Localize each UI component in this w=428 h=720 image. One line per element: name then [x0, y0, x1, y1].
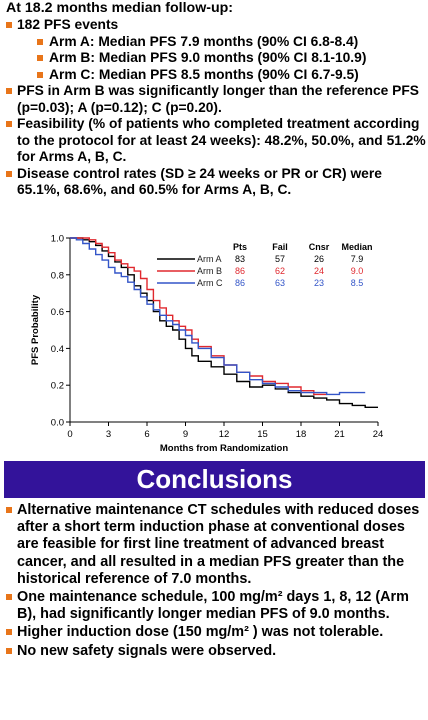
- table-header: Cnsr: [309, 242, 330, 252]
- table-cell: 8.5: [351, 278, 364, 288]
- series-line-arm-c: [70, 237, 366, 396]
- km-plot-svg: 0.0 0.2 0.4 0.6 0.8 1.0 0 3 6 9 12 15 18 21 24 Months f…: [30, 234, 384, 455]
- x-tick-label: 12: [219, 429, 230, 440]
- arm-a-bullet: Arm A: Median PFS 7.9 months (90% CI 6.8…: [0, 34, 428, 51]
- table-cell: 57: [275, 254, 285, 264]
- y-tick-label: 0.4: [51, 344, 64, 355]
- x-tick-label: 24: [373, 429, 384, 440]
- conclusion-item: Higher induction dose (150 mg/m² ) was n…: [0, 624, 428, 641]
- table-header: Median: [341, 242, 372, 252]
- arm-b-bullet: Arm B: Median PFS 9.0 months (90% CI 8.1…: [0, 50, 428, 67]
- feasibility-bullet: Feasibility (% of patients who completed…: [0, 116, 428, 166]
- x-tick-label: 0: [67, 429, 72, 440]
- results-heading: At 18.2 months median follow-up:: [6, 0, 234, 16]
- conclusion-item: Alternative maintenance CT schedules wit…: [0, 502, 428, 588]
- table-header: Fail: [272, 242, 288, 252]
- y-axis-label: PFS Probability: [30, 294, 41, 365]
- x-tick-label: 9: [183, 429, 188, 440]
- conclusion-item: One maintenance schedule, 100 mg/m² days…: [0, 589, 428, 623]
- table-cell: 86: [235, 266, 245, 276]
- significance-bullet: PFS in Arm B was significantly longer th…: [0, 83, 428, 116]
- events-bullet: 182 PFS events: [0, 17, 428, 34]
- y-tick-label: 0.2: [51, 381, 64, 392]
- table-header: Pts: [233, 242, 247, 252]
- table-cell: 62: [275, 266, 285, 276]
- conclusions-section: Alternative maintenance CT schedules wit…: [0, 502, 428, 661]
- legend-label: Arm C: [197, 278, 223, 288]
- legend-label: Arm B: [197, 266, 222, 276]
- table-cell: 26: [314, 254, 324, 264]
- x-tick-label: 15: [257, 429, 268, 440]
- table-cell: 24: [314, 266, 324, 276]
- series-line-arm-a: [70, 237, 378, 408]
- disease-control-bullet: Disease control rates (SD ≥ 24 weeks or …: [0, 166, 428, 199]
- y-tick-label: 0.8: [51, 270, 64, 281]
- conclusions-banner: Conclusions: [4, 461, 425, 498]
- conclusion-item: No new safety signals were observed.: [0, 643, 428, 660]
- y-tick-label: 0.6: [51, 307, 64, 318]
- x-tick-label: 21: [334, 429, 345, 440]
- y-tick-label: 0.0: [51, 418, 64, 429]
- results-list: 182 PFS events Arm A: Median PFS 7.9 mon…: [0, 17, 428, 199]
- table-cell: 63: [275, 278, 285, 288]
- series-line-arm-b: [70, 237, 327, 396]
- legend-label: Arm A: [197, 254, 222, 264]
- arm-c-bullet: Arm C: Median PFS 8.5 months (90% CI 6.7…: [0, 67, 428, 84]
- y-tick-label: 1.0: [51, 234, 64, 245]
- table-cell: 9.0: [351, 266, 364, 276]
- x-axis-label: Months from Randomization: [160, 443, 288, 454]
- table-cell: 7.9: [351, 254, 364, 264]
- x-tick-label: 3: [106, 429, 111, 440]
- x-tick-label: 6: [144, 429, 149, 440]
- table-cell: 23: [314, 278, 324, 288]
- table-cell: 83: [235, 254, 245, 264]
- km-chart: 0.0 0.2 0.4 0.6 0.8 1.0 0 3 6 9 12 15 18 21 24 Months f…: [0, 230, 428, 455]
- x-tick-label: 18: [296, 429, 307, 440]
- conclusions-list: Alternative maintenance CT schedules wit…: [0, 502, 428, 660]
- table-cell: 86: [235, 278, 245, 288]
- results-section: At 18.2 months median follow-up: 182 PFS…: [0, 0, 428, 199]
